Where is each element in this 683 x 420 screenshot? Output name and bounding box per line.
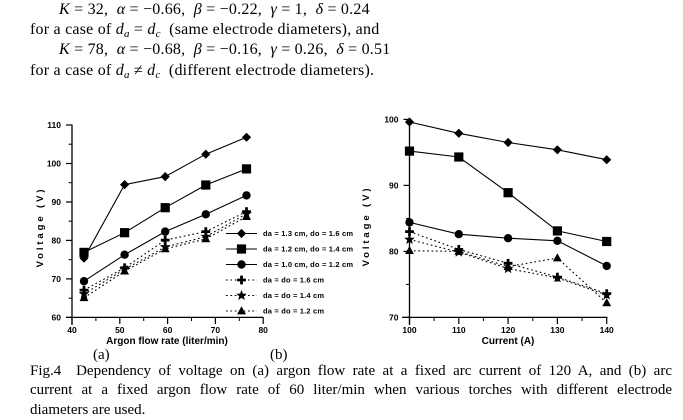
svg-text:60: 60: [52, 312, 62, 322]
svg-text:70: 70: [52, 274, 62, 284]
svg-text:80: 80: [52, 235, 62, 245]
svg-text:Voltage (V): Voltage (V): [361, 186, 372, 267]
svg-text:da = do = 1.2 cm: da = do = 1.2 cm: [263, 307, 324, 316]
svg-text:70: 70: [211, 325, 221, 335]
svg-text:da = 1.0 cm, do = 1.2 cm: da = 1.0 cm, do = 1.2 cm: [263, 260, 353, 269]
svg-text:80: 80: [389, 246, 399, 256]
svg-text:90: 90: [52, 197, 62, 207]
svg-text:Current (A): Current (A): [482, 336, 535, 347]
svg-text:110: 110: [452, 325, 466, 335]
svg-text:100: 100: [47, 159, 61, 169]
svg-text:100: 100: [384, 114, 398, 124]
svg-text:90: 90: [389, 180, 399, 190]
svg-text:110: 110: [47, 120, 61, 130]
svg-text:80: 80: [258, 325, 268, 335]
svg-text:140: 140: [600, 325, 614, 335]
svg-text:da = do = 1.4 cm: da = do = 1.4 cm: [263, 291, 324, 300]
svg-text:120: 120: [501, 325, 515, 335]
svg-text:50: 50: [115, 325, 125, 335]
svg-text:da = 1.2 cm, do = 1.4 cm: da = 1.2 cm, do = 1.4 cm: [263, 245, 353, 254]
svg-text:Voltage (V): Voltage (V): [35, 187, 46, 268]
svg-text:130: 130: [550, 325, 564, 335]
svg-text:da = 1.3 cm, do = 1.6 cm: da = 1.3 cm, do = 1.6 cm: [263, 229, 353, 238]
svg-text:60: 60: [163, 325, 173, 335]
svg-text:100: 100: [402, 325, 416, 335]
svg-text:40: 40: [67, 325, 77, 335]
svg-text:da = do = 1.6 cm: da = do = 1.6 cm: [263, 276, 324, 285]
svg-text:70: 70: [389, 312, 399, 322]
svg-text:Argon flow rate (liter/min): Argon flow rate (liter/min): [106, 336, 228, 347]
